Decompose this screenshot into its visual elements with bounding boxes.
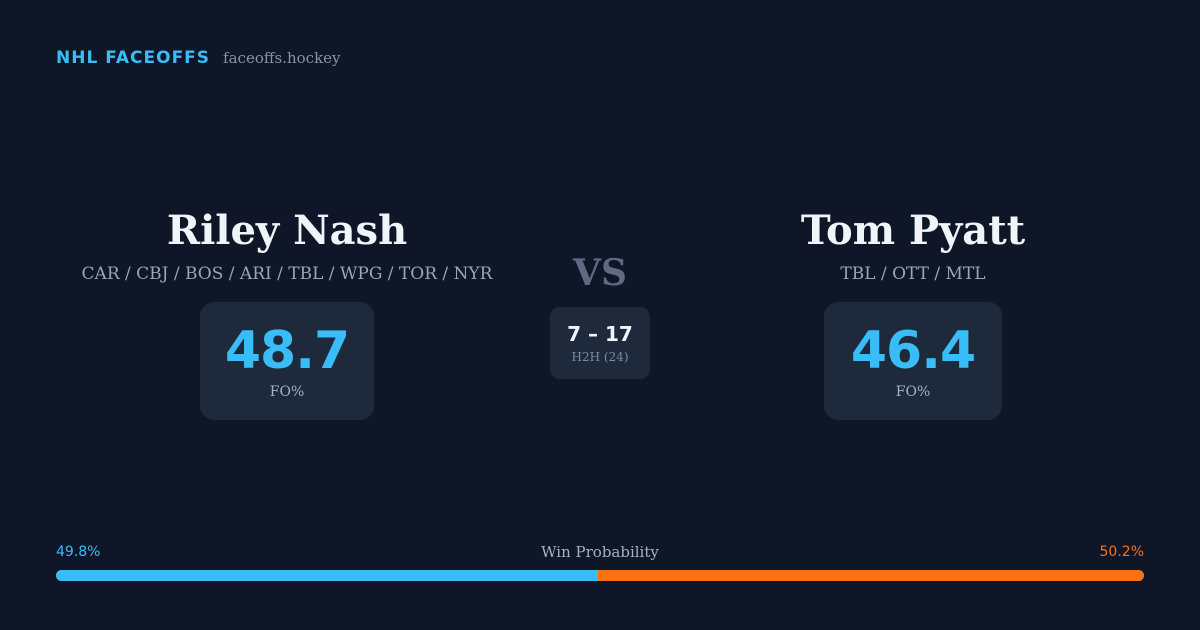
win-probability-bar-right (597, 570, 1144, 581)
player-left-fo-label: FO% (269, 384, 305, 400)
brand-header: NHL FACEOFFS faceoffs.hockey (56, 48, 341, 68)
win-probability-bar-left (56, 570, 598, 581)
brand-domain[interactable]: faceoffs.hockey (223, 49, 341, 67)
player-left-fo-value: 48.7 (224, 321, 350, 381)
player-right-teams: TBL / OTT / MTL (840, 264, 986, 284)
player-right-stat-card: 46.4 FO% (824, 302, 1002, 420)
player-right: Tom Pyatt TBL / OTT / MTL 46.4 FO% (653, 206, 1173, 420)
player-right-name[interactable]: Tom Pyatt (800, 207, 1026, 254)
player-left-stat-card: 48.7 FO% (200, 302, 374, 420)
win-probability-right: 50.2% (1099, 544, 1144, 560)
player-right-fo-label: FO% (895, 384, 931, 400)
win-probability-labels: 49.8% Win Probability 50.2% (56, 542, 1144, 564)
win-probability-title: Win Probability (541, 543, 659, 561)
brand-name[interactable]: NHL FACEOFFS (56, 48, 211, 68)
h2h-score: 7 – 17 (567, 322, 633, 346)
h2h-label: H2H (24) (571, 350, 629, 364)
player-left-name[interactable]: Riley Nash (166, 207, 408, 254)
win-probability-bar (56, 570, 1144, 581)
player-left-teams: CAR / CBJ / BOS / ARI / TBL / WPG / TOR … (81, 264, 493, 284)
player-left: Riley Nash CAR / CBJ / BOS / ARI / TBL /… (27, 206, 547, 420)
player-right-fo-value: 46.4 (850, 321, 976, 381)
vs-label: VS (573, 252, 627, 294)
win-probability-left: 49.8% (56, 544, 101, 560)
h2h-card: 7 – 17 H2H (24) (550, 307, 650, 379)
